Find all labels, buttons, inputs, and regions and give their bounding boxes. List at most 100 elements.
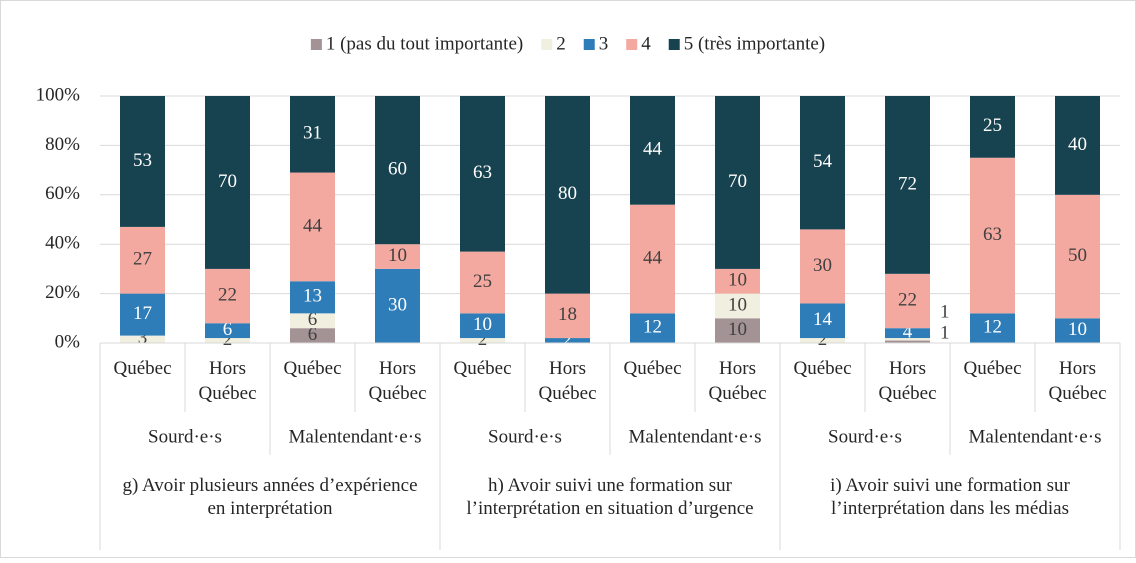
data-label: 22 bbox=[898, 289, 917, 310]
data-label: 44 bbox=[643, 247, 663, 268]
data-label: 25 bbox=[473, 271, 492, 292]
legend-label: 1 (pas du tout importante) bbox=[326, 33, 523, 54]
bar-segment bbox=[205, 323, 250, 339]
data-label: 6 bbox=[223, 319, 233, 340]
x-tick-label: Hors Québec bbox=[1048, 358, 1106, 404]
group-label: Malentendant·e·s bbox=[969, 426, 1102, 447]
data-label: 80 bbox=[558, 183, 577, 204]
legend-swatch bbox=[310, 39, 322, 50]
bar-segment bbox=[630, 204, 675, 314]
data-label: 72 bbox=[898, 173, 917, 194]
bar-segment bbox=[630, 96, 675, 205]
data-label: 44 bbox=[303, 215, 323, 236]
legend-label: 2 bbox=[556, 33, 566, 54]
y-tick-label: 0% bbox=[55, 331, 81, 352]
bar-segment bbox=[545, 338, 590, 343]
data-label: 12 bbox=[643, 317, 662, 338]
legend-label: 3 bbox=[599, 33, 609, 54]
data-label: 31 bbox=[303, 123, 322, 144]
bar-segment bbox=[290, 313, 335, 329]
question-label: i) Avoir suivi une formation sur l’interp… bbox=[830, 475, 1070, 519]
y-tick-label: 80% bbox=[45, 134, 80, 155]
data-label: 44 bbox=[643, 139, 663, 160]
data-label: 53 bbox=[133, 150, 152, 171]
legend-swatch bbox=[668, 39, 680, 50]
x-tick-label: Québec bbox=[963, 358, 1021, 379]
data-label: 63 bbox=[473, 162, 492, 183]
bar-segment bbox=[885, 338, 930, 341]
bar-segment bbox=[290, 96, 335, 173]
bar-segment bbox=[460, 338, 505, 343]
data-label: 12 bbox=[983, 317, 1002, 338]
data-label: 14 bbox=[813, 309, 833, 330]
bar-segment bbox=[715, 293, 760, 319]
group-label: Malentendant·e·s bbox=[629, 426, 762, 447]
data-label: 2 bbox=[818, 329, 828, 350]
data-label: 1 bbox=[940, 322, 950, 343]
x-tick-label: Hors Québec bbox=[708, 358, 766, 404]
data-label: 70 bbox=[728, 171, 747, 192]
y-tick-label: 100% bbox=[36, 84, 81, 105]
data-label: 6 bbox=[308, 324, 318, 345]
bar-segment bbox=[120, 226, 165, 294]
x-tick-label: Québec bbox=[453, 358, 511, 379]
legend-label: 4 bbox=[641, 33, 651, 54]
bar-segment bbox=[1055, 194, 1100, 319]
bar-segment bbox=[800, 229, 845, 304]
bar-segment bbox=[290, 281, 335, 314]
group-label: Sourd·e·s bbox=[148, 426, 222, 447]
data-label: 10 bbox=[728, 270, 747, 291]
data-label: 13 bbox=[303, 286, 322, 307]
bar-segment bbox=[545, 293, 590, 339]
bar-segment bbox=[800, 338, 845, 343]
y-tick-label: 40% bbox=[45, 233, 80, 254]
legend-label: 5 (très importante) bbox=[684, 33, 825, 54]
data-label: 25 bbox=[983, 115, 1002, 136]
data-label: 3 bbox=[138, 328, 148, 349]
data-label: 63 bbox=[983, 224, 1002, 245]
data-label: 30 bbox=[388, 294, 407, 315]
bar-segment bbox=[1055, 318, 1100, 343]
question-label: h) Avoir suivi une formation sur l’interp… bbox=[466, 475, 753, 519]
x-tick-label: Hors Québec bbox=[368, 358, 426, 404]
bar-segment bbox=[375, 96, 420, 245]
bar-segment bbox=[630, 313, 675, 343]
data-label: 17 bbox=[133, 303, 152, 324]
bar-segment bbox=[460, 313, 505, 339]
data-label: 10 bbox=[473, 314, 492, 335]
bar-segment bbox=[205, 96, 250, 269]
bar-segment bbox=[375, 244, 420, 269]
bar-segment bbox=[885, 328, 930, 339]
data-label: 70 bbox=[218, 171, 237, 192]
group-label: Sourd·e·s bbox=[828, 426, 902, 447]
x-tick-label: Québec bbox=[623, 358, 681, 379]
bar-segment bbox=[885, 340, 930, 343]
bar-segment bbox=[375, 268, 420, 343]
data-label: 40 bbox=[1068, 134, 1087, 155]
x-tick-label: Hors Québec bbox=[198, 358, 256, 404]
bar-segment bbox=[120, 96, 165, 227]
bar-segment bbox=[970, 157, 1015, 314]
bar-segment bbox=[715, 318, 760, 343]
x-tick-label: Québec bbox=[113, 358, 171, 379]
x-tick-label: Québec bbox=[793, 358, 851, 379]
data-label: 4 bbox=[903, 321, 913, 342]
data-label: 1 bbox=[940, 301, 950, 322]
question-label: g) Avoir plusieurs années d’expérience en… bbox=[122, 475, 417, 519]
bar-segment bbox=[460, 251, 505, 314]
group-label: Malentendant·e·s bbox=[289, 426, 422, 447]
bar-segment bbox=[885, 273, 930, 329]
data-label: 10 bbox=[728, 294, 747, 315]
bar-segment bbox=[885, 96, 930, 274]
bar-segment bbox=[205, 338, 250, 343]
x-tick-label: Québec bbox=[283, 358, 341, 379]
bar-segment bbox=[120, 293, 165, 336]
bar-segment bbox=[205, 268, 250, 324]
data-label: 30 bbox=[813, 255, 832, 276]
legend-swatch bbox=[583, 39, 595, 50]
data-label: 22 bbox=[218, 284, 237, 305]
data-label: 2 bbox=[478, 329, 488, 350]
group-label: Sourd·e·s bbox=[488, 426, 562, 447]
y-tick-label: 20% bbox=[45, 282, 80, 303]
